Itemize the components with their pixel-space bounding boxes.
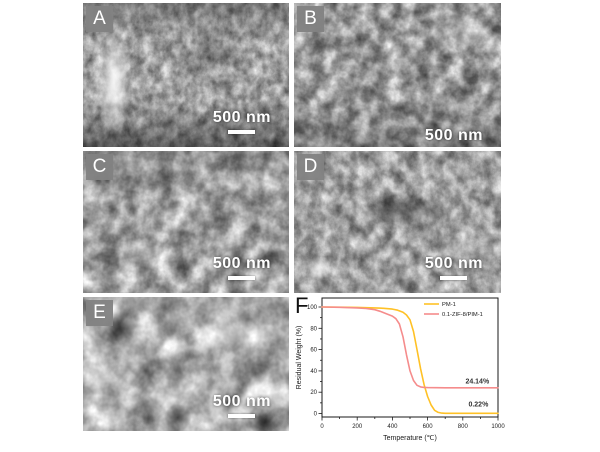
scale-bar-d: 500 nm xyxy=(425,255,483,280)
sem-panel-e: E 500 nm xyxy=(83,297,289,431)
scale-bar-line-c xyxy=(228,276,256,280)
svg-text:1000: 1000 xyxy=(491,424,505,430)
scale-bar-line-a xyxy=(228,130,256,134)
scale-bar-line-d xyxy=(440,276,468,280)
scale-bar-text-d: 500 nm xyxy=(424,255,483,272)
scale-bar-e: 500 nm xyxy=(213,393,271,418)
svg-text:Residual Weight (%): Residual Weight (%) xyxy=(296,326,303,390)
tga-panel: F 0 200 400 600 800 1000 0 20 40 60 80 100 Temperatu… xyxy=(294,293,505,448)
scale-bar-a: 500 nm xyxy=(213,109,271,134)
panel-label-d: D xyxy=(297,154,324,180)
scale-bar-text-e: 500 nm xyxy=(212,393,271,410)
sem-panel-a: A 500 nm xyxy=(83,3,289,147)
svg-text:0: 0 xyxy=(320,424,324,430)
svg-text:20: 20 xyxy=(310,390,317,396)
svg-text:Temperature (℃): Temperature (℃) xyxy=(383,435,437,442)
svg-text:600: 600 xyxy=(423,424,434,430)
svg-text:0: 0 xyxy=(314,412,318,418)
svg-text:0.22%: 0.22% xyxy=(468,402,489,409)
scale-bar-c: 500 nm xyxy=(213,255,271,280)
panel-label-f: F xyxy=(295,293,309,318)
svg-text:PM-1: PM-1 xyxy=(442,302,456,308)
panel-label-e: E xyxy=(86,300,113,326)
panel-label-a: A xyxy=(86,6,113,32)
svg-text:24.14%: 24.14% xyxy=(465,379,490,386)
sem-image-b xyxy=(294,3,501,147)
scale-bar-text-c: 500 nm xyxy=(212,255,271,272)
sem-panel-d: D 500 nm xyxy=(294,151,501,293)
sem-image-c xyxy=(83,151,289,293)
svg-text:60: 60 xyxy=(310,348,317,354)
scale-bar-b: 500 nm xyxy=(425,127,483,145)
tga-chart: 0 200 400 600 800 1000 0 20 40 60 80 100 Temperature… xyxy=(296,297,505,442)
scale-bar-text-b: 500 nm xyxy=(424,127,483,144)
svg-text:200: 200 xyxy=(352,424,363,430)
panel-label-c: C xyxy=(86,154,113,180)
svg-text:40: 40 xyxy=(310,369,317,375)
svg-text:80: 80 xyxy=(310,326,317,332)
sem-panel-c: C 500 nm xyxy=(83,151,289,293)
scale-bar-line-e xyxy=(228,414,256,418)
svg-text:800: 800 xyxy=(458,424,469,430)
svg-text:400: 400 xyxy=(387,424,398,430)
scale-bar-text-a: 500 nm xyxy=(212,109,271,126)
sem-panel-b: B 500 nm xyxy=(294,3,501,147)
svg-text:0.1-ZIF-8/PIM-1: 0.1-ZIF-8/PIM-1 xyxy=(442,312,483,318)
panel-label-b: B xyxy=(297,6,324,32)
svg-text:100: 100 xyxy=(307,305,318,311)
